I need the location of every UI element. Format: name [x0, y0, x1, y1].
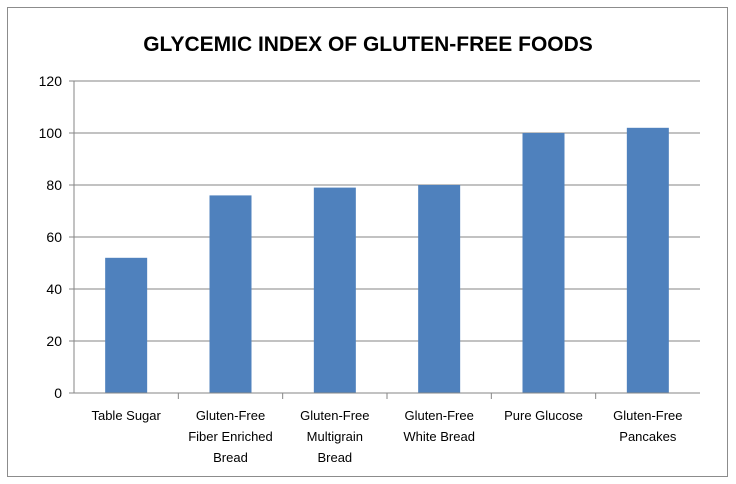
- y-tick-label: 100: [39, 125, 63, 141]
- bar: [105, 257, 148, 393]
- y-tick-label: 40: [46, 281, 62, 297]
- x-category-label: Gluten-Free Pancakes: [613, 408, 682, 444]
- bar: [418, 185, 461, 393]
- x-category-label: Gluten-Free Multigrain Bread: [300, 408, 369, 465]
- x-category-label: Pure Glucose: [504, 408, 583, 423]
- bar: [313, 187, 356, 393]
- x-axis-categories: Table Sugar Gluten-Free Fiber Enriched Brea…: [91, 393, 683, 465]
- bars: [105, 127, 669, 394]
- x-category-label: Table Sugar: [91, 408, 161, 423]
- y-tick-label: 0: [54, 385, 62, 401]
- y-tick-label: 120: [39, 73, 63, 89]
- chart-title: GLYCEMIC INDEX OF GLUTEN-FREE FOODS: [143, 33, 593, 56]
- gridlines: [69, 80, 700, 394]
- bar: [626, 127, 669, 394]
- bar: [209, 195, 252, 393]
- y-axis-ticks: 0 20 40 60 80 100 120: [39, 73, 63, 401]
- y-tick-label: 60: [46, 229, 62, 245]
- y-tick-label: 80: [46, 177, 62, 193]
- chart-frame: [7, 7, 728, 477]
- y-tick-label: 20: [46, 333, 62, 349]
- x-category-label: Gluten-Free Fiber Enriched Bread: [188, 408, 273, 465]
- x-category-label: Gluten-Free White Bread: [403, 408, 475, 444]
- bar: [522, 133, 565, 393]
